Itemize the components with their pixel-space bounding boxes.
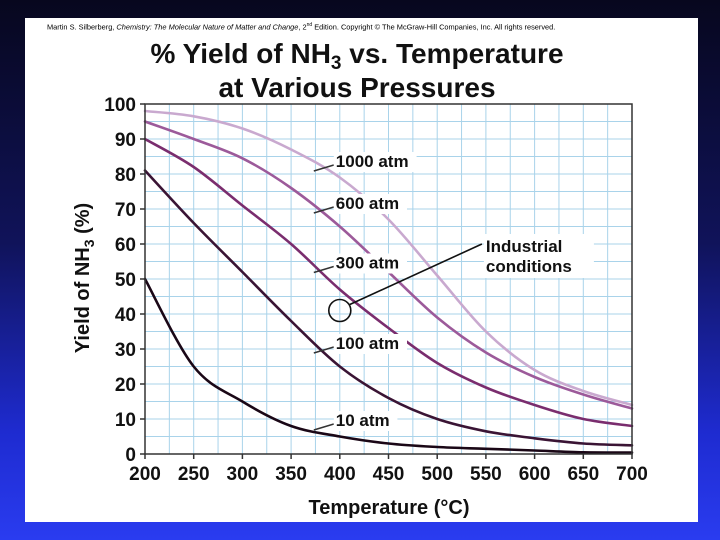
y-tick-label: 80 <box>115 165 136 186</box>
x-tick-label: 400 <box>324 464 356 485</box>
y-axis-label: Yield of NH3 (%) <box>72 203 97 353</box>
x-tick-label: 350 <box>275 464 307 485</box>
annotation-line-2: conditions <box>486 257 572 276</box>
x-tick-label: 200 <box>129 464 161 485</box>
series-label-background <box>333 253 407 274</box>
x-tick-label: 450 <box>373 464 405 485</box>
industrial-conditions-pointer <box>349 243 483 306</box>
y-tick-label: 10 <box>115 410 136 431</box>
series-line-10-atm <box>143 277 634 454</box>
y-tick-label: 90 <box>115 130 136 151</box>
copyright-edition: , 2 <box>298 22 307 32</box>
copyright-book-title: Chemistry: The Molecular Nature of Matte… <box>116 22 299 32</box>
y-tick-label: 20 <box>115 375 136 396</box>
copyright-notice: Martin S. Silberberg, Chemistry: The Mol… <box>47 22 695 31</box>
copyright-author: Martin S. Silberberg, <box>47 22 117 32</box>
series-label-10-atm: 10 atm <box>336 411 390 430</box>
series-label-leader <box>313 164 335 172</box>
x-tick-label: 650 <box>567 464 599 485</box>
x-tick-label: 250 <box>178 464 210 485</box>
series-label-background <box>333 152 417 172</box>
x-tick-label: 550 <box>470 464 502 485</box>
series-label-background <box>333 194 407 214</box>
chart-title: % Yield of NH3 vs. Temperature at Variou… <box>150 38 563 103</box>
series-label-600-atm: 600 atm <box>336 194 399 213</box>
series-label-leader <box>313 423 335 431</box>
series-label-background <box>333 334 407 354</box>
series-label-leader <box>313 265 335 274</box>
series-label-leader <box>313 206 335 214</box>
series-line-300-atm <box>143 137 634 428</box>
copyright-rest: Edition. Copyright © The McGraw-Hill Com… <box>312 22 556 32</box>
y-tick-label: 30 <box>115 340 136 361</box>
x-tick-label: 500 <box>421 464 453 485</box>
series-label-100-atm: 100 atm <box>336 334 399 353</box>
series-label-1000-atm: 1000 atm <box>336 152 409 171</box>
chart-ticks: 200 250 300 350 400 450 500 550 600 650 700 0 10 20 30… <box>104 95 648 485</box>
series-label-300-atm: 300 atm <box>336 254 399 273</box>
x-axis-label: Temperature (°C) <box>309 497 470 519</box>
y-tick-label: 60 <box>115 235 136 256</box>
industrial-conditions-circle <box>327 298 352 323</box>
series-label-background <box>333 411 398 431</box>
annotation-background <box>483 234 594 278</box>
x-tick-label: 700 <box>616 464 648 485</box>
annotation-line-1: Industrial <box>486 237 563 256</box>
x-tick-label: 600 <box>519 464 551 485</box>
x-tick-label: 300 <box>227 464 259 485</box>
y-tick-label: 40 <box>115 305 136 326</box>
y-tick-label: 50 <box>115 270 136 291</box>
y-tick-label: 0 <box>125 445 136 466</box>
chart-title-line-2: at Various Pressures <box>218 72 495 103</box>
plot-frame <box>144 103 633 455</box>
y-tick-label: 100 <box>104 95 136 116</box>
series-line-1000-atm <box>143 109 634 407</box>
chart-title-line-1: % Yield of NH3 vs. Temperature <box>150 38 563 74</box>
series-line-100-atm <box>143 169 634 447</box>
copyright-edition-sup: nd <box>306 22 313 28</box>
y-tick-label: 70 <box>115 200 136 221</box>
chart-series-labels: 1000 atm 600 atm 300 atm 100 atm 10 atm <box>313 152 417 431</box>
slide-panel: Martin S. Silberberg, Chemistry: The Mol… <box>25 18 698 522</box>
series-label-leader <box>313 346 335 354</box>
yield-chart: % Yield of NH3 vs. Temperature at Variou… <box>72 38 648 519</box>
